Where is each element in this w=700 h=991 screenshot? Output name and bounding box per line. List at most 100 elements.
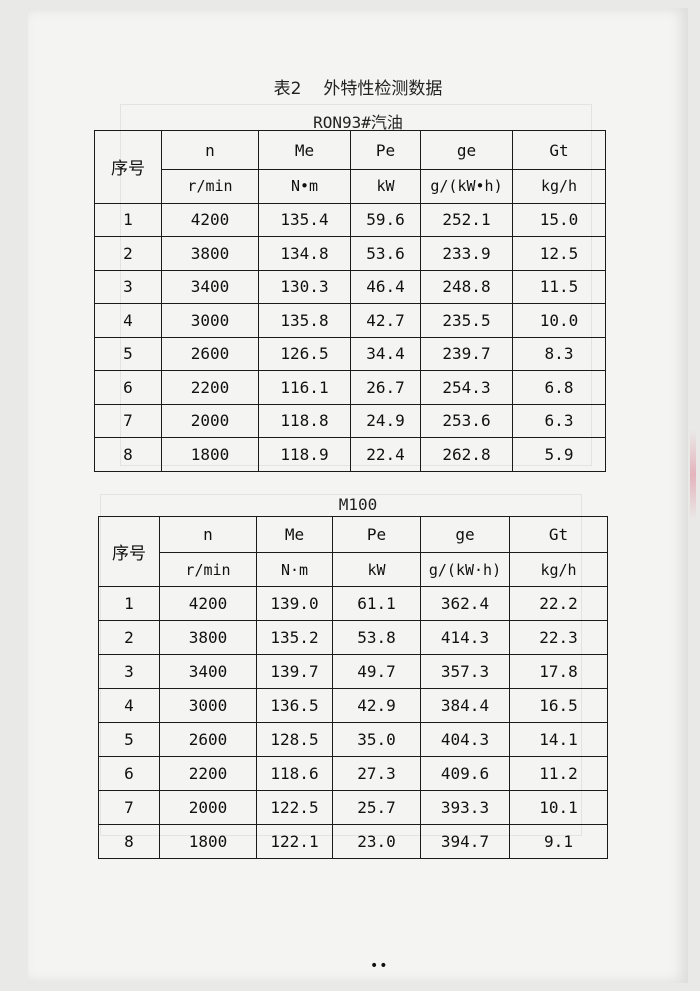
table-cell: 53.8 [332,620,421,655]
table-row: 6 2200 118.6 27.3 409.6 11.2 [98,756,608,791]
table-cell: 11.2 [509,756,608,791]
header-cell: ge [420,130,513,170]
table-cell: 4200 [161,202,259,237]
table-cell: 135.2 [256,620,333,655]
table-row: 5 2600 128.5 35.0 404.3 14.1 [98,722,608,757]
table-row: 3 3400 130.3 46.4 248.8 11.5 [94,269,606,304]
table-cell: 235.5 [420,303,513,338]
table-cell: 24.9 [350,403,421,438]
header-cell: Pe [350,130,421,170]
table-cell: 17.8 [509,654,608,689]
table-cell: 136.5 [256,688,333,723]
table-cell: 122.1 [256,824,333,859]
table-row: 8 1800 122.1 23.0 394.7 9.1 [98,824,608,859]
header-cell: Gt [509,516,608,553]
table-cell: 46.4 [350,269,421,304]
table-cell: 10.0 [512,303,606,338]
table-cell: 5 [94,336,162,371]
unit-cell: g/(kW·h) [420,552,510,587]
table-number: 表2 [273,79,302,99]
table-row: 2 3800 135.2 53.8 414.3 22.3 [98,620,608,655]
table-cell: 8 [98,824,160,859]
table-row: 1 4200 135.4 59.6 252.1 15.0 [94,202,606,237]
table-cell: 61.1 [332,586,421,621]
table-row: 4 3000 136.5 42.9 384.4 16.5 [98,688,608,723]
table-cell: 1 [98,586,160,621]
table-cell: 34.4 [350,336,421,371]
table-row: 8 1800 118.9 22.4 262.8 5.9 [94,437,606,472]
unit-cell: N·m [256,552,333,587]
unit-row: r/min N·m kW g/(kW·h) kg/h [99,552,608,587]
header-cell: n [159,516,257,553]
scan-artifact [690,430,696,520]
data-table-ron93: 序号 n Me Pe ge Gt r/min N•m kW g/(kW•h) k… [94,130,606,472]
table-cell: 49.7 [332,654,421,689]
table-cell: 248.8 [420,269,513,304]
table-row: 4 3000 135.8 42.7 235.5 10.0 [94,303,606,338]
table-cell: 254.3 [420,370,513,405]
table-cell: 130.3 [258,269,351,304]
unit-cell: kW [350,169,421,204]
table-cell: 35.0 [332,722,421,757]
table-cell: 23.0 [332,824,421,859]
table-cell: 2000 [161,403,259,438]
header-row: 序号 n Me Pe ge Gt [98,516,608,587]
unit-cell: kg/h [509,552,608,587]
table-cell: 135.4 [258,202,351,237]
table-cell: 2 [94,236,162,271]
table-cell: 5 [98,722,160,757]
table-cell: 139.0 [256,586,333,621]
table-cell: 139.7 [256,654,333,689]
table-cell: 16.5 [509,688,608,723]
page-marker: •• [370,958,389,974]
table-cell: 239.7 [420,336,513,371]
table-1-subtitle: RON93#汽油 [313,113,403,132]
unit-row: r/min N•m kW g/(kW•h) kg/h [95,169,606,204]
table-row: 7 2000 122.5 25.7 393.3 10.1 [98,790,608,825]
table-row: 5 2600 126.5 34.4 239.7 8.3 [94,336,606,371]
table-cell: 12.5 [512,236,606,271]
table-cell: 3400 [161,269,259,304]
table-cell: 6.8 [512,370,606,405]
table-cell: 252.1 [420,202,513,237]
table-heading: 表2 外特性检测数据 [28,74,688,99]
table-row: 7 2000 118.8 24.9 253.6 6.3 [94,403,606,438]
table-cell: 3 [98,654,160,689]
header-cell: ge [420,516,510,553]
table-cell: 7 [98,790,160,825]
table-cell: 22.3 [509,620,608,655]
table-cell: 116.1 [258,370,351,405]
table-cell: 8.3 [512,336,606,371]
header-cell: Pe [332,516,421,553]
header-cell: 序号 [98,516,160,587]
table-cell: 3000 [161,303,259,338]
table-cell: 6 [98,756,160,791]
unit-cell: g/(kW•h) [420,169,513,204]
table-cell: 134.8 [258,236,351,271]
table-cell: 128.5 [256,722,333,757]
table-cell: 15.0 [512,202,606,237]
table-cell: 4200 [159,586,257,621]
table-cell: 4 [98,688,160,723]
table-cell: 253.6 [420,403,513,438]
table-cell: 384.4 [420,688,510,723]
table-cell: 357.3 [420,654,510,689]
table-cell: 8 [94,437,162,472]
header-cell: Gt [512,130,606,170]
table-cell: 59.6 [350,202,421,237]
table-cell: 3400 [159,654,257,689]
table-cell: 7 [94,403,162,438]
table-cell: 5.9 [512,437,606,472]
table-cell: 26.7 [350,370,421,405]
table-cell: 53.6 [350,236,421,271]
table-cell: 3800 [159,620,257,655]
table-cell: 2 [98,620,160,655]
table-cell: 22.4 [350,437,421,472]
table-cell: 122.5 [256,790,333,825]
table-cell: 27.3 [332,756,421,791]
unit-cell: kg/h [512,169,606,204]
table-cell: 262.8 [420,437,513,472]
table-cell: 1 [94,202,162,237]
table-row: 3 3400 139.7 49.7 357.3 17.8 [98,654,608,689]
header-cell: 序号 [94,130,162,204]
